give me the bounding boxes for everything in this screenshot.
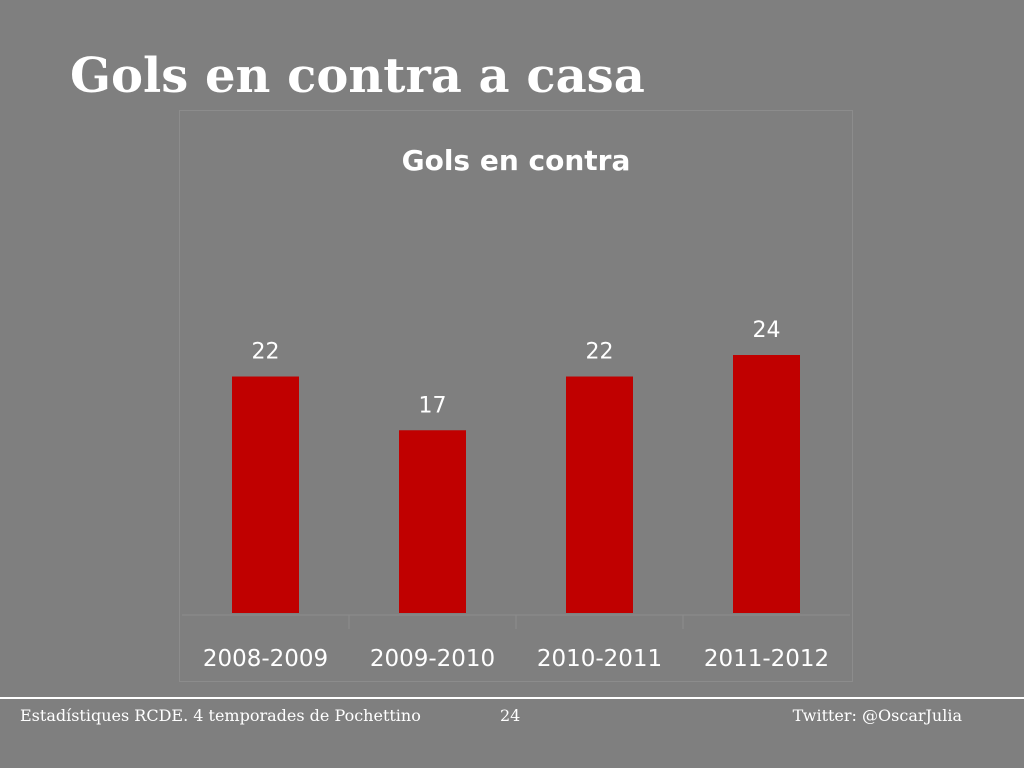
x-tick-label: 2010-2011 <box>537 646 662 672</box>
data-label: 22 <box>252 340 280 365</box>
bar-2011-2012 <box>733 355 800 613</box>
page-number: 24 <box>500 706 521 725</box>
chart-frame <box>179 110 853 682</box>
footer-left-text: Estadístiques RCDE. 4 temporades de Poch… <box>20 706 421 725</box>
x-tick-label: 2011-2012 <box>704 646 829 672</box>
chart-title: Gols en contra <box>402 144 631 177</box>
bar-chart: Gols en contra 22 17 22 24 2008-2009 2009-20… <box>182 144 850 672</box>
x-tick-label: 2009-2010 <box>370 646 495 672</box>
data-label: 22 <box>586 340 614 365</box>
footer-divider <box>0 697 1024 699</box>
data-label: 24 <box>753 318 781 343</box>
x-tick-label: 2008-2009 <box>203 646 328 672</box>
bar-2008-2009 <box>232 376 299 613</box>
bar-2009-2010 <box>399 430 466 613</box>
bar-2010-2011 <box>566 376 633 613</box>
data-label: 17 <box>419 393 447 418</box>
footer-right-text: Twitter: @OscarJulia <box>792 706 962 725</box>
slide-title: Gols en contra a casa <box>70 48 645 104</box>
